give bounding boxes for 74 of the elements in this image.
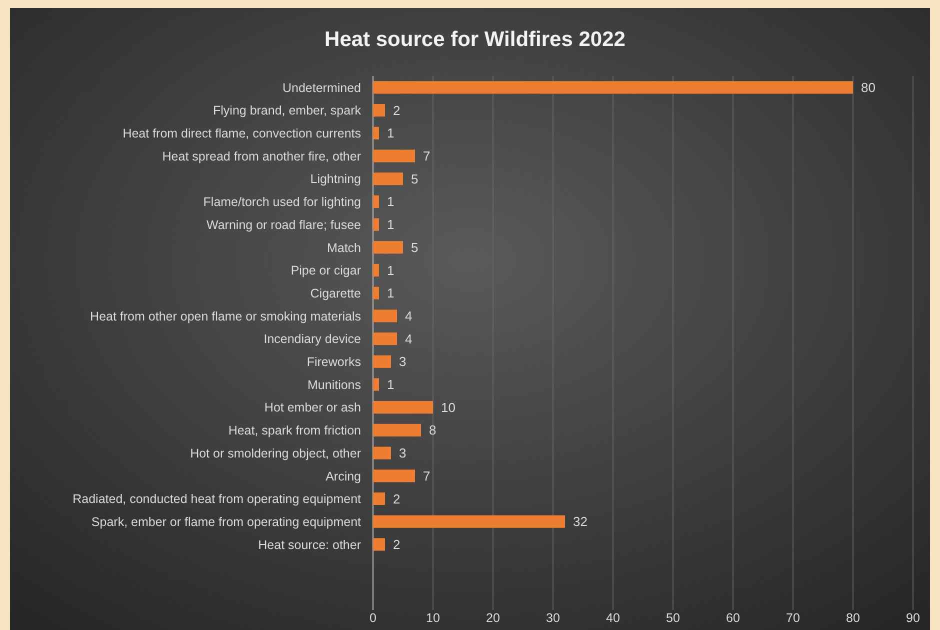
y-tick-label: Hot or smoldering object, other <box>190 446 361 460</box>
bar <box>373 264 379 277</box>
y-tick-label: Fireworks <box>306 355 361 369</box>
data-label: 2 <box>393 102 400 118</box>
y-tick-label: Heat from other open flame or smoking materials <box>90 309 361 324</box>
y-tick-label: Incendiary device <box>264 332 362 346</box>
data-label: 1 <box>387 262 394 278</box>
x-tick-label: 60 <box>726 611 740 625</box>
y-tick-label: Undetermined <box>282 80 362 95</box>
y-tick-label: Heat, spark from friction <box>228 424 362 438</box>
x-tick-label: 90 <box>906 611 920 625</box>
x-tick-label: 80 <box>846 611 860 625</box>
data-label: 1 <box>387 377 394 392</box>
y-tick-label: Match <box>326 240 362 255</box>
data-label: 80 <box>861 80 876 95</box>
bar <box>373 172 403 186</box>
bar <box>373 332 397 346</box>
bar <box>373 492 385 506</box>
bar <box>373 195 379 208</box>
data-label: 1 <box>387 126 394 141</box>
x-tick-label: 30 <box>546 611 560 625</box>
y-tick-label: Heat source: other <box>258 538 361 552</box>
bar <box>373 286 379 300</box>
data-label: 1 <box>387 194 394 210</box>
bar <box>373 378 379 391</box>
y-tick-label: Radiated, conducted heat from operating equipment <box>72 492 362 506</box>
data-label: 5 <box>411 240 418 255</box>
data-label: 2 <box>393 491 400 506</box>
data-label: 8 <box>429 422 436 438</box>
bar <box>373 355 391 368</box>
x-tick-label: 10 <box>426 611 440 625</box>
data-label: 5 <box>411 171 418 186</box>
bar <box>373 241 403 254</box>
y-tick-label: Warning or road flare; fusee <box>206 218 362 232</box>
x-tick-label: 20 <box>486 611 500 625</box>
bar <box>373 81 853 94</box>
y-tick-label: Flame/torch used for lighting <box>203 195 362 210</box>
x-tick-label: 40 <box>606 611 620 625</box>
data-label: 1 <box>387 286 394 301</box>
bar <box>373 310 397 322</box>
y-tick-label: Flying brand, ember, spark <box>213 104 362 118</box>
y-tick-label: Pipe or cigar <box>290 264 361 278</box>
data-label: 7 <box>423 148 430 164</box>
data-label: 4 <box>405 331 412 346</box>
y-tick-label: Heat spread from another fire, other <box>162 149 361 164</box>
x-tick-label: 50 <box>666 611 680 625</box>
data-label: 7 <box>423 468 430 484</box>
y-tick-label: Arcing <box>326 469 362 484</box>
bar <box>373 470 415 482</box>
data-label: 4 <box>405 308 412 324</box>
bar <box>373 538 385 551</box>
data-label: 3 <box>399 354 406 370</box>
chart-title: Heat source for Wildfires 2022 <box>324 28 626 51</box>
y-tick-label: Cigarette <box>310 286 362 300</box>
bar <box>373 446 391 460</box>
data-label: 3 <box>399 446 406 461</box>
y-tick-label: Spark, ember or flame from operating equipment <box>91 514 362 529</box>
data-label: 2 <box>393 536 400 552</box>
bar <box>373 218 379 231</box>
bar <box>373 104 385 117</box>
bar <box>373 150 415 162</box>
y-tick-label: Lightning <box>310 172 362 186</box>
y-tick-label: Munitions <box>308 378 361 392</box>
x-tick-label: 70 <box>786 611 800 625</box>
bar <box>373 515 565 528</box>
bar <box>373 126 379 140</box>
y-tick-label: Hot ember or ash <box>264 400 362 415</box>
data-label: 1 <box>387 217 394 232</box>
x-tick-label: 0 <box>370 611 377 625</box>
bar <box>373 401 433 414</box>
data-label: 10 <box>441 400 456 415</box>
data-label: 32 <box>573 514 588 530</box>
bar <box>373 424 421 436</box>
y-tick-label: Heat from direct flame, convection currents <box>122 126 361 140</box>
